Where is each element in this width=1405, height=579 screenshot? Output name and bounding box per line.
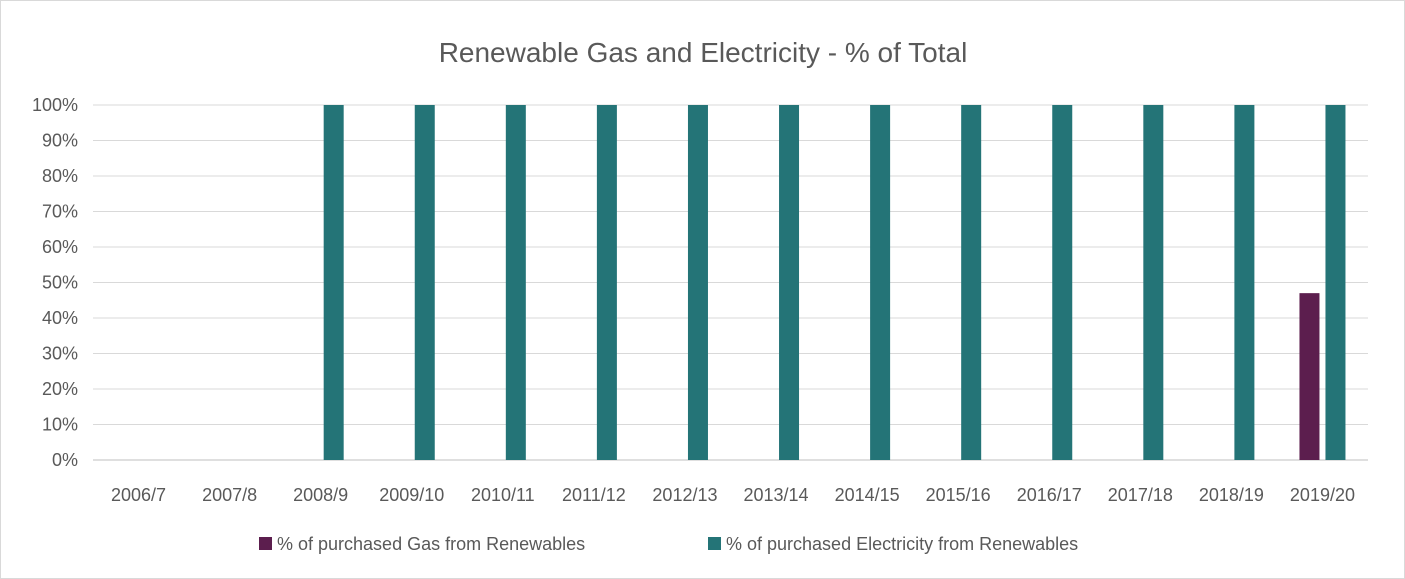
x-tick-label: 2013/14 (743, 485, 808, 505)
bar-electricity (870, 105, 891, 460)
x-tick-label: 2016/17 (1017, 485, 1082, 505)
y-tick-label: 0% (52, 450, 78, 470)
x-tick-label: 2010/11 (471, 485, 535, 505)
bar-electricity (779, 105, 800, 460)
x-tick-label: 2014/15 (835, 485, 900, 505)
y-axis-tick-labels: 0% 10% 20% 30% 40% 50% 60% 70% 80% 90% 100% (32, 95, 78, 470)
y-tick-label: 50% (42, 273, 78, 293)
y-tick-label: 40% (42, 308, 78, 328)
x-tick-label: 2017/18 (1108, 485, 1173, 505)
bar-electricity (687, 105, 708, 460)
bars (323, 105, 1346, 460)
bar-electricity (414, 105, 435, 460)
y-tick-label: 30% (42, 344, 78, 364)
bar-electricity (1052, 105, 1073, 460)
y-tick-label: 70% (42, 202, 78, 222)
legend-label-electricity: % of purchased Electricity from Renewabl… (726, 534, 1078, 554)
x-tick-label: 2012/13 (652, 485, 717, 505)
x-tick-label: 2015/16 (926, 485, 991, 505)
legend-swatch-electricity (708, 537, 721, 550)
x-tick-label: 2019/20 (1290, 485, 1355, 505)
bar-electricity (961, 105, 982, 460)
legend-label-gas: % of purchased Gas from Renewables (277, 534, 585, 554)
x-tick-label: 2008/9 (293, 485, 348, 505)
bar-electricity (323, 105, 344, 460)
y-tick-label: 10% (42, 415, 78, 435)
x-tick-label: 2006/7 (111, 485, 166, 505)
y-tick-label: 80% (42, 166, 78, 186)
bar-electricity (1325, 105, 1346, 460)
gridlines (93, 104, 1368, 461)
x-tick-label: 2018/19 (1199, 485, 1264, 505)
bar-gas (1299, 293, 1320, 460)
x-tick-label: 2009/10 (379, 485, 444, 505)
bar-electricity (505, 105, 526, 460)
chart-title: Renewable Gas and Electricity - % of Tot… (439, 37, 968, 68)
bar-electricity (596, 105, 617, 460)
legend: % of purchased Gas from Renewables % of p… (259, 534, 1078, 554)
x-tick-label: 2007/8 (202, 485, 257, 505)
y-tick-label: 100% (32, 95, 78, 115)
x-tick-label: 2011/12 (562, 485, 626, 505)
x-axis-tick-labels: 2006/7 2007/8 2008/9 2009/10 2010/11 2011/12 2… (111, 485, 1355, 505)
y-tick-label: 20% (42, 379, 78, 399)
bar-electricity (1143, 105, 1164, 460)
y-tick-label: 90% (42, 131, 78, 151)
legend-swatch-gas (259, 537, 272, 550)
y-tick-label: 60% (42, 237, 78, 257)
bar-electricity (1234, 105, 1255, 460)
